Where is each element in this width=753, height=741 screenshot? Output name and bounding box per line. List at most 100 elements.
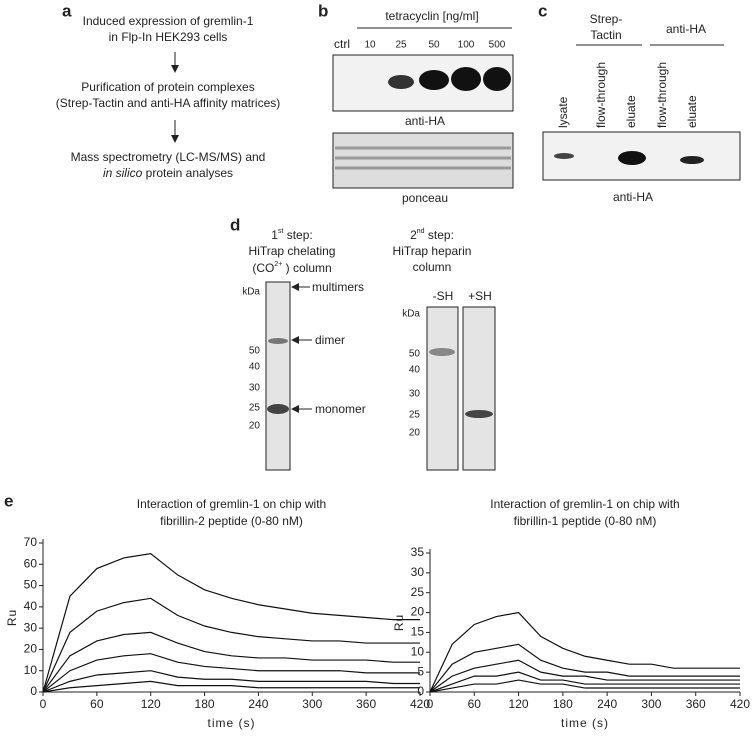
- marker-label: 25: [409, 410, 421, 421]
- blot-label: ponceau: [402, 191, 448, 205]
- band: [680, 156, 704, 164]
- x-tick-label: 0: [40, 697, 47, 711]
- blot: [332, 132, 514, 189]
- x-tick-label: 420: [410, 697, 430, 711]
- step-title: HiTrap heparin: [393, 244, 472, 258]
- lane-label: 500: [489, 40, 506, 51]
- sensorgram-curve: [429, 671, 740, 693]
- arrow-label: dimer: [315, 333, 345, 347]
- marker-label: 30: [409, 389, 421, 400]
- step-title: (CO2+ ) column: [252, 261, 331, 275]
- lane-label: 50: [428, 40, 440, 51]
- band: [618, 151, 646, 165]
- lane-label: eluate: [685, 95, 699, 128]
- group-label: anti-HA: [666, 22, 706, 36]
- y-axis-label: Ru: [5, 609, 19, 626]
- x-tick-label: 180: [553, 697, 573, 711]
- step-text: Mass spectrometry (LC-MS/MS) and: [71, 150, 266, 164]
- sensorgram-curve: [42, 597, 420, 693]
- y-tick-label: 35: [411, 545, 425, 559]
- x-tick-label: 300: [641, 697, 661, 711]
- marker-label: 20: [249, 421, 261, 432]
- step-text: Purification of protein complexes: [81, 80, 254, 94]
- step-title: 2nd step:: [410, 228, 454, 242]
- lane-label: +SH: [468, 289, 492, 303]
- panel-label: d: [230, 215, 240, 234]
- x-tick-label: 0: [427, 697, 434, 711]
- group-label: Tactin: [590, 28, 621, 42]
- band: [267, 404, 289, 414]
- panel-label: a: [62, 1, 72, 20]
- gel: [462, 306, 496, 471]
- band: [451, 67, 481, 91]
- superscript: 2+: [274, 261, 282, 268]
- chart-title: Interaction of gremlin-1 on chip with: [490, 497, 679, 511]
- lane-label: flow-through: [655, 62, 669, 128]
- sensorgram-curve: [42, 631, 420, 693]
- step-number: 1: [271, 228, 278, 242]
- sensorgram-curve: [429, 659, 740, 693]
- sensorgram-curve: [429, 643, 740, 693]
- marker-label: 50: [409, 349, 421, 360]
- y-tick-label: 15: [411, 625, 425, 639]
- step-title: column: [413, 260, 452, 274]
- sensorgram-curve: [429, 611, 740, 693]
- y-tick-label: 30: [411, 565, 425, 579]
- y-tick-label: 0: [30, 684, 37, 698]
- group-label: Strep-: [590, 12, 623, 26]
- marker-label: 40: [249, 362, 261, 373]
- arrow-label: monomer: [315, 402, 366, 416]
- y-tick-label: 40: [24, 599, 38, 613]
- x-tick-label: 60: [90, 697, 104, 711]
- band: [554, 153, 574, 159]
- step-text: in silico protein analyses: [103, 166, 233, 180]
- x-tick-label: 120: [509, 697, 529, 711]
- y-tick-label: 5: [417, 664, 424, 678]
- blot-label: anti-HA: [613, 190, 653, 204]
- panel-c: c Strep- Tactin anti-HA lysate flow-thro…: [538, 1, 741, 204]
- marker-label: 30: [249, 383, 261, 394]
- gel: [265, 281, 291, 471]
- band: [465, 410, 493, 418]
- y-tick-label: 50: [24, 578, 38, 592]
- lane-label: 25: [395, 40, 407, 51]
- x-tick-label: 240: [597, 697, 617, 711]
- superscript: st: [278, 228, 284, 235]
- x-tick-label: 60: [468, 697, 482, 711]
- marker-label: 40: [409, 365, 421, 376]
- sensorgram-curve: [42, 680, 420, 693]
- marker-label: 25: [249, 403, 261, 414]
- y-tick-label: 10: [411, 644, 425, 658]
- y-tick-label: 60: [24, 556, 38, 570]
- step-number: 2: [410, 228, 417, 242]
- step-title: 1st step:: [271, 228, 313, 242]
- step-text: in Flp-In HEK293 cells: [109, 30, 228, 44]
- panel-label: b: [318, 1, 328, 20]
- y-tick-label: 30: [24, 620, 38, 634]
- x-tick-label: 120: [141, 697, 161, 711]
- band: [268, 338, 288, 344]
- chart-title: fibrillin-2 peptide (0-80 nM): [160, 514, 303, 528]
- chart-title: Interaction of gremlin-1 on chip with: [137, 497, 326, 511]
- chart-title: fibrillin-1 peptide (0-80 nM): [514, 514, 657, 528]
- sensorgram-curve: [42, 670, 420, 693]
- kda-label: kDa: [242, 287, 260, 298]
- lane-label: 10: [364, 40, 376, 51]
- gel: [426, 306, 459, 471]
- lane-label: lysate: [556, 96, 570, 128]
- band: [483, 67, 511, 91]
- panel-a: a Induced expression of gremlin-1 in Flp…: [56, 1, 281, 180]
- x-tick-label: 360: [356, 697, 376, 711]
- lane-label: eluate: [624, 95, 638, 128]
- marker-label: 20: [409, 428, 421, 439]
- step-text: Induced expression of gremlin-1: [83, 14, 254, 28]
- arrow-label: multimers: [312, 280, 364, 294]
- y-axis-label: Ru: [392, 614, 406, 631]
- lane-label: -SH: [433, 289, 454, 303]
- x-tick-label: 180: [195, 697, 215, 711]
- step-title: (CO: [252, 261, 274, 275]
- panel-d: d 1st step: HiTrap chelating (CO2+ ) col…: [230, 215, 496, 471]
- x-axis-label: time (s): [561, 716, 609, 730]
- y-tick-label: 20: [411, 605, 425, 619]
